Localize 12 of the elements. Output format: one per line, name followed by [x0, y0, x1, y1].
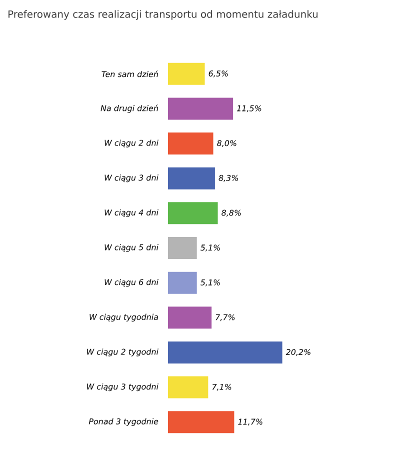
- bar: [168, 167, 215, 190]
- bar: [168, 341, 282, 364]
- bar: [168, 132, 214, 155]
- bar: [168, 62, 205, 85]
- bar: [168, 272, 197, 294]
- bar: [168, 411, 234, 434]
- bar: [168, 237, 197, 260]
- bar: [168, 202, 218, 224]
- bar: [168, 376, 208, 398]
- chart-title: Preferowany czas realizacji transportu od momentu załadunku: [8, 10, 318, 20]
- bar: [168, 306, 212, 329]
- bar: [168, 98, 234, 120]
